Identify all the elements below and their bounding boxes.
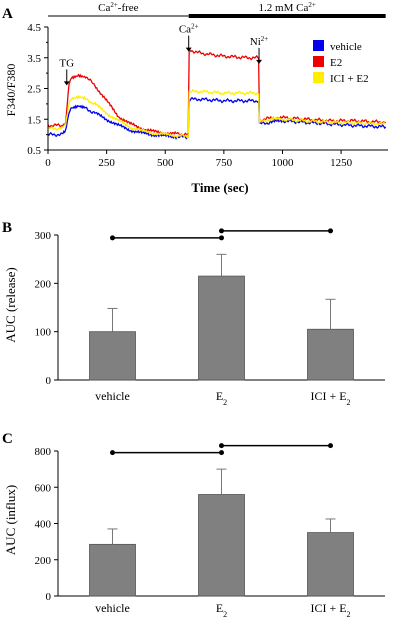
x-tick-label: 250 bbox=[98, 157, 115, 169]
legend-label-1: E2 bbox=[330, 57, 342, 69]
y-axis-label: AUC (influx) bbox=[3, 485, 18, 555]
x-tick-label: 500 bbox=[157, 157, 174, 169]
legend-label-2: ICI + E2 bbox=[330, 73, 369, 85]
series-line-2 bbox=[47, 88, 386, 139]
y-tick-label: 0.5 bbox=[27, 145, 41, 157]
annotation-label-1: Ca2+ bbox=[179, 23, 199, 36]
x-axis-label: Time (sec) bbox=[191, 180, 248, 195]
annotation-arrowhead-0 bbox=[63, 81, 70, 86]
category-label-1: E2 bbox=[216, 389, 227, 407]
y-tick-label: 0 bbox=[46, 591, 52, 603]
y-tick-label: 100 bbox=[35, 327, 52, 339]
condition-bars: Ca2+-free 1.2 mM Ca2+ bbox=[48, 1, 386, 18]
annotation-label-2: Ni2+ bbox=[250, 35, 269, 48]
significance-dot bbox=[110, 450, 115, 456]
y-axis-label: F340/F380 bbox=[4, 64, 18, 117]
annotation-arrowhead-1 bbox=[185, 47, 192, 52]
y-tick-label: 4.5 bbox=[27, 22, 41, 34]
category-label-0: vehicle bbox=[95, 389, 130, 403]
y-tick-label: 300 bbox=[35, 230, 52, 242]
x-tick-label: 1250 bbox=[330, 157, 353, 169]
category-label-2: ICI + E2 bbox=[310, 601, 350, 617]
y-tick-label: 1.5 bbox=[27, 114, 41, 126]
x-tick-label: 1000 bbox=[271, 157, 294, 169]
annotation-arrowhead-2 bbox=[256, 59, 263, 64]
bar-2 bbox=[307, 328, 354, 381]
condition-label-0: Ca2+-free bbox=[98, 1, 139, 14]
y-tick-label: 0 bbox=[46, 375, 52, 387]
y-tick-label: 200 bbox=[35, 555, 52, 567]
y-tick-label: 400 bbox=[35, 519, 52, 531]
significance-dot bbox=[219, 443, 224, 449]
y-tick-label: 2.5 bbox=[27, 84, 41, 96]
legend-swatch-1 bbox=[313, 56, 324, 67]
panel-c-letter: C bbox=[2, 431, 13, 447]
y-tick-label: 600 bbox=[35, 482, 52, 494]
annotation-label-0: TG bbox=[59, 57, 74, 69]
x-tick-label: 750 bbox=[216, 157, 233, 169]
panel-b: B 0 100 200 300 vehicle E2 ICI + E2 AUC (relea… bbox=[2, 220, 385, 407]
series-line-1 bbox=[47, 48, 386, 137]
bar-2 bbox=[307, 532, 354, 597]
legend-swatch-2 bbox=[313, 72, 324, 83]
bar-0 bbox=[89, 543, 136, 597]
panel-b-letter: B bbox=[2, 220, 12, 236]
arrow-annotations: TG Ca2+ Ni2+ bbox=[59, 23, 268, 86]
x-tick-label: 0 bbox=[45, 157, 51, 169]
bar-0 bbox=[89, 331, 136, 381]
condition-label-1: 1.2 mM Ca2+ bbox=[259, 1, 316, 14]
y-tick-label: 200 bbox=[35, 278, 52, 290]
y-axis-label: AUC (release) bbox=[3, 267, 18, 342]
legend-swatch-0 bbox=[313, 40, 324, 51]
panel-a-letter: A bbox=[2, 6, 13, 22]
bar-1 bbox=[198, 494, 245, 597]
category-label-2: ICI + E2 bbox=[310, 389, 350, 407]
significance-dot bbox=[110, 235, 115, 241]
y-tick-label: 800 bbox=[35, 446, 52, 458]
significance-dot bbox=[219, 235, 224, 241]
category-label-0: vehicle bbox=[95, 601, 130, 615]
significance-dot bbox=[219, 450, 224, 456]
panel-a-axes: 0.5 1.5 2.5 3.5 4.5 0 250 500 750 1000 1250 bbox=[27, 22, 388, 169]
legend-label-0: vehicle bbox=[330, 41, 362, 53]
panel-c: C 0 200 400 600 800 vehicle E2 ICI + E2 AUC (in… bbox=[2, 431, 385, 617]
y-tick-label: 3.5 bbox=[27, 53, 41, 65]
panel-a: A Ca2+-free 1.2 mM Ca2+ 0.5 1.5 2.5 3.5 4.5 0 2… bbox=[2, 1, 388, 195]
bar-1 bbox=[198, 275, 245, 381]
significance-dot bbox=[328, 228, 333, 234]
category-label-1: E2 bbox=[216, 601, 227, 617]
significance-dot bbox=[328, 443, 333, 449]
series-line-0 bbox=[47, 96, 387, 140]
trace-lines bbox=[47, 48, 387, 140]
significance-dot bbox=[219, 228, 224, 234]
legend: vehicle E2 ICI + E2 bbox=[313, 40, 369, 85]
